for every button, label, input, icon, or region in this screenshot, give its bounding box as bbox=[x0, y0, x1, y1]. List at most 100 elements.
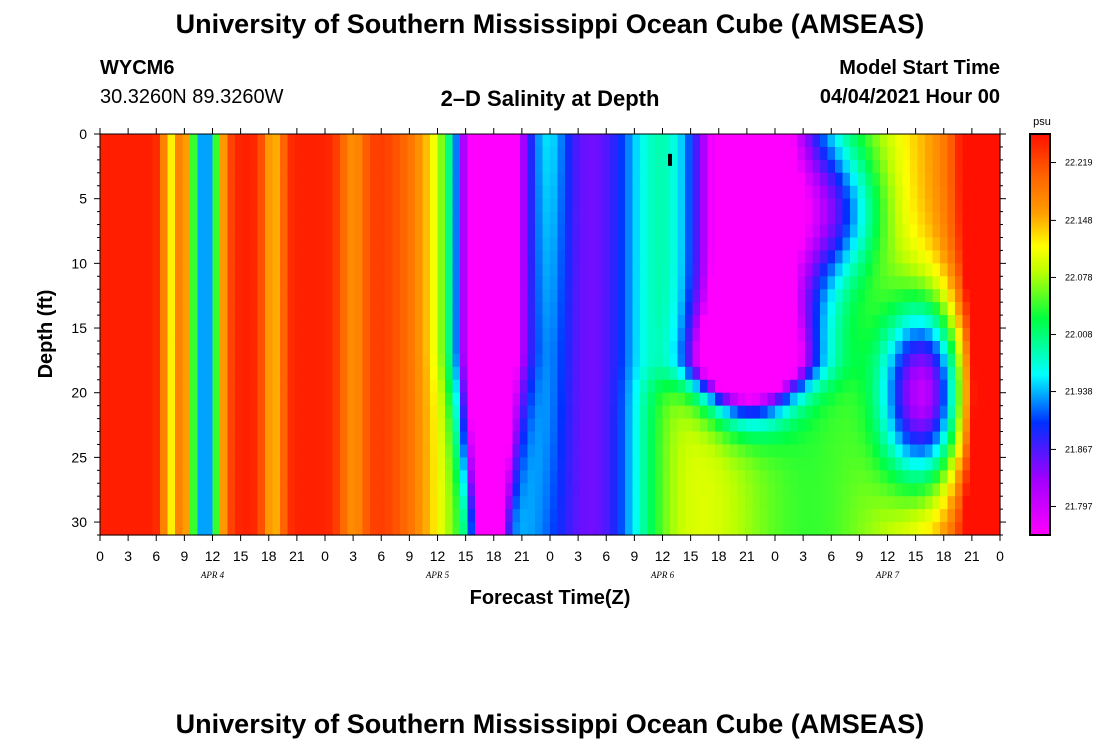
heatmap-cell bbox=[610, 509, 619, 523]
heatmap-cell bbox=[580, 340, 589, 355]
heatmap-cell bbox=[835, 250, 844, 264]
heatmap-cell bbox=[437, 198, 446, 213]
heatmap-cell bbox=[400, 340, 409, 355]
heatmap-cell bbox=[947, 198, 956, 213]
heatmap-cell bbox=[250, 328, 259, 342]
heatmap-cell bbox=[280, 457, 289, 471]
heatmap-cell bbox=[107, 483, 116, 497]
heatmap-cell bbox=[205, 276, 214, 290]
heatmap-cell bbox=[715, 328, 724, 342]
heatmap-cell bbox=[737, 276, 746, 290]
heatmap-cell bbox=[850, 276, 859, 290]
heatmap-cell bbox=[842, 353, 851, 368]
heatmap-cell bbox=[752, 185, 761, 200]
heatmap-cell bbox=[707, 457, 716, 471]
heatmap-cell bbox=[257, 172, 266, 187]
heatmap-cell bbox=[610, 444, 619, 458]
heatmap-cell bbox=[910, 276, 919, 290]
heatmap-cell bbox=[340, 237, 349, 252]
heatmap-cell bbox=[842, 509, 851, 523]
heatmap-cell bbox=[737, 392, 746, 407]
heatmap-cell bbox=[692, 470, 701, 484]
heatmap-cell bbox=[797, 185, 806, 200]
heatmap-cell bbox=[392, 185, 401, 200]
heatmap-cell bbox=[745, 379, 754, 394]
heatmap-cell bbox=[842, 340, 851, 355]
heatmap-cell bbox=[775, 211, 784, 226]
heatmap-cell bbox=[445, 496, 454, 510]
heatmap-cell bbox=[917, 405, 926, 420]
heatmap-cells bbox=[100, 134, 1001, 536]
heatmap-cell bbox=[992, 237, 1001, 252]
heatmap-cell bbox=[257, 431, 266, 446]
heatmap-cell bbox=[122, 198, 131, 213]
heatmap-cell bbox=[100, 302, 109, 316]
heatmap-cell bbox=[782, 418, 791, 433]
heatmap-cell bbox=[940, 159, 949, 174]
heatmap-cell bbox=[205, 185, 214, 200]
heatmap-cell bbox=[130, 431, 139, 446]
heatmap-cell bbox=[790, 457, 799, 471]
heatmap-cell bbox=[310, 302, 319, 316]
heatmap-cell bbox=[392, 431, 401, 446]
heatmap-cell bbox=[827, 379, 836, 394]
heatmap-cell bbox=[317, 302, 326, 316]
heatmap-cell bbox=[700, 470, 709, 484]
heatmap-cell bbox=[565, 302, 574, 316]
heatmap-cell bbox=[805, 185, 814, 200]
heatmap-cell bbox=[265, 509, 274, 523]
heatmap-cell bbox=[452, 211, 461, 226]
heatmap-cell bbox=[452, 198, 461, 213]
heatmap-cell bbox=[415, 328, 424, 342]
heatmap-cell bbox=[265, 418, 274, 433]
x-tick-label: 6 bbox=[827, 548, 835, 564]
heatmap-cell bbox=[152, 366, 161, 381]
heatmap-cell bbox=[205, 418, 214, 433]
heatmap-cell bbox=[272, 302, 281, 316]
heatmap-cell bbox=[782, 509, 791, 523]
heatmap-cell bbox=[437, 522, 446, 536]
heatmap-cell bbox=[925, 237, 934, 252]
heatmap-cell bbox=[347, 483, 356, 497]
heatmap-cell bbox=[715, 418, 724, 433]
heatmap-cell bbox=[940, 340, 949, 355]
heatmap-cell bbox=[587, 237, 596, 252]
heatmap-cell bbox=[220, 366, 229, 381]
heatmap-cell bbox=[857, 315, 866, 329]
heatmap-cell bbox=[947, 315, 956, 329]
heatmap-cell bbox=[482, 302, 491, 316]
heatmap-cell bbox=[355, 483, 364, 497]
heatmap-cell bbox=[887, 146, 896, 161]
heatmap-cell bbox=[940, 392, 949, 407]
heatmap-cell bbox=[190, 418, 199, 433]
heatmap-cell bbox=[265, 250, 274, 264]
heatmap-cell bbox=[820, 146, 829, 161]
heatmap-cell bbox=[445, 328, 454, 342]
heatmap-cell bbox=[212, 353, 221, 368]
heatmap-cell bbox=[467, 198, 476, 213]
heatmap-cell bbox=[377, 431, 386, 446]
heatmap-cell bbox=[662, 470, 671, 484]
heatmap-cell bbox=[737, 250, 746, 264]
heatmap-cell bbox=[332, 457, 341, 471]
heatmap-cell bbox=[467, 172, 476, 187]
heatmap-cell bbox=[220, 224, 229, 239]
heatmap-cell bbox=[857, 134, 866, 148]
heatmap-cell bbox=[572, 457, 581, 471]
heatmap-cell bbox=[587, 522, 596, 536]
heatmap-cell bbox=[347, 353, 356, 368]
heatmap-cell bbox=[302, 392, 311, 407]
heatmap-cell bbox=[842, 224, 851, 239]
heatmap-cell bbox=[812, 496, 821, 510]
heatmap-cell bbox=[482, 392, 491, 407]
heatmap-cell bbox=[437, 134, 446, 148]
heatmap-cell bbox=[295, 340, 304, 355]
heatmap-cell bbox=[520, 405, 529, 420]
heatmap-cell bbox=[377, 289, 386, 303]
heatmap-cell bbox=[715, 366, 724, 381]
colorbar-label: 22.148 bbox=[1065, 215, 1093, 225]
heatmap-cell bbox=[257, 328, 266, 342]
heatmap-cell bbox=[707, 315, 716, 329]
heatmap-cell bbox=[662, 444, 671, 458]
heatmap-cell bbox=[692, 405, 701, 420]
